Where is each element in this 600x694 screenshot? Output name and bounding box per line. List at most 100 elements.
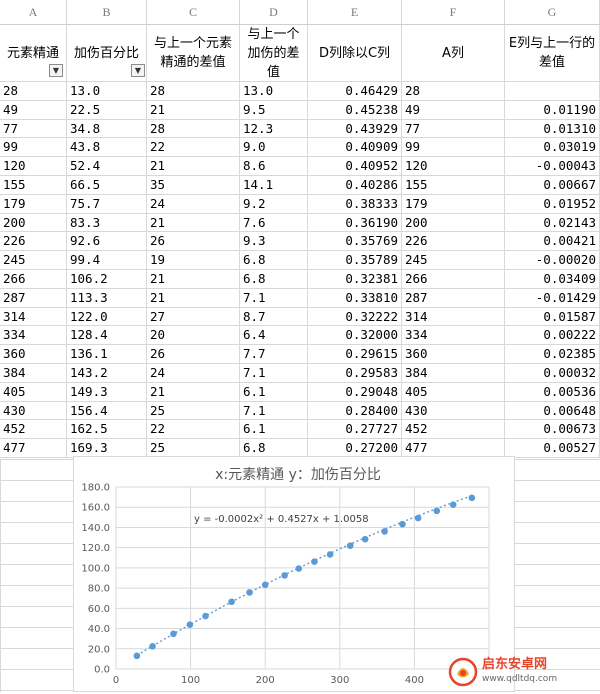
filter-dropdown-b-icon[interactable]: ▼ xyxy=(131,64,145,77)
table-cell[interactable]: 0.40909 xyxy=(308,138,402,158)
table-cell[interactable]: 179 xyxy=(0,194,67,214)
data-point[interactable] xyxy=(133,652,141,660)
data-point[interactable] xyxy=(381,528,388,535)
table-cell[interactable]: 0.00667 xyxy=(505,176,600,195)
table-cell[interactable]: 21 xyxy=(147,100,240,120)
table-cell[interactable]: 106.2 xyxy=(67,270,147,289)
table-cell[interactable]: 9.3 xyxy=(240,232,308,252)
table-cell[interactable]: 155 xyxy=(402,176,505,195)
table-cell[interactable]: 99 xyxy=(402,138,505,158)
table-cell[interactable]: 77 xyxy=(402,119,505,139)
table-cell[interactable]: 24 xyxy=(147,194,240,214)
data-point[interactable] xyxy=(449,501,457,508)
column-header-c[interactable]: C xyxy=(147,0,240,25)
table-cell[interactable]: 77 xyxy=(0,119,67,139)
table-cell[interactable]: 0.33810 xyxy=(308,288,402,308)
table-cell[interactable]: 0.00648 xyxy=(505,401,600,421)
table-cell[interactable]: 0.40286 xyxy=(308,176,402,195)
table-cell[interactable]: 0.35789 xyxy=(308,251,402,270)
data-point[interactable] xyxy=(311,558,318,565)
data-point[interactable] xyxy=(433,507,441,515)
table-cell[interactable]: -0.01429 xyxy=(505,288,600,308)
data-point[interactable] xyxy=(149,642,156,650)
table-cell[interactable]: 0.01587 xyxy=(505,307,600,327)
table-cell[interactable]: 0.46429 xyxy=(308,82,402,101)
table-cell[interactable]: 7.1 xyxy=(240,401,308,421)
table-cell[interactable]: 122.0 xyxy=(67,307,147,327)
table-cell[interactable]: 156.4 xyxy=(67,401,147,421)
table-cell[interactable]: 0.27727 xyxy=(308,420,402,440)
table-cell[interactable]: 0.28400 xyxy=(308,401,402,421)
table-cell[interactable]: 13.0 xyxy=(240,82,308,101)
table-cell[interactable]: 26 xyxy=(147,232,240,252)
column-header-f[interactable]: F xyxy=(402,0,505,25)
data-point[interactable] xyxy=(186,621,194,629)
table-cell[interactable]: 0.35769 xyxy=(308,232,402,252)
table-cell[interactable]: 384 xyxy=(0,364,67,383)
table-cell[interactable]: 27 xyxy=(147,307,240,327)
table-cell[interactable]: 99 xyxy=(0,138,67,158)
table-cell[interactable]: 52.4 xyxy=(67,157,147,176)
table-cell[interactable]: 0.03409 xyxy=(505,270,600,289)
data-point[interactable] xyxy=(170,630,177,638)
table-cell[interactable]: 8.6 xyxy=(240,157,308,176)
table-cell[interactable]: 28 xyxy=(147,82,240,101)
table-cell[interactable]: 226 xyxy=(402,232,505,252)
table-cell[interactable]: 334 xyxy=(402,326,505,346)
table-cell[interactable]: 314 xyxy=(402,307,505,327)
table-cell[interactable]: 21 xyxy=(147,288,240,308)
table-cell[interactable]: 22 xyxy=(147,420,240,440)
table-cell[interactable]: 162.5 xyxy=(67,420,147,440)
table-cell[interactable]: 200 xyxy=(402,213,505,233)
table-cell[interactable]: 0.29048 xyxy=(308,382,402,402)
header-cell-f[interactable]: A列 xyxy=(402,25,505,82)
table-cell[interactable]: 7.1 xyxy=(240,364,308,383)
table-cell[interactable]: 405 xyxy=(0,382,67,402)
table-cell[interactable]: 0.00536 xyxy=(505,382,600,402)
table-cell[interactable]: 0.27200 xyxy=(308,439,402,458)
data-point[interactable] xyxy=(399,520,406,528)
table-cell[interactable]: -0.00020 xyxy=(505,251,600,270)
data-point[interactable] xyxy=(246,589,253,596)
table-cell[interactable]: 19 xyxy=(147,251,240,270)
table-cell[interactable]: 6.8 xyxy=(240,270,308,289)
table-cell[interactable]: 0.29583 xyxy=(308,364,402,383)
table-cell[interactable]: 35 xyxy=(147,176,240,195)
data-point[interactable] xyxy=(295,565,303,572)
table-cell[interactable]: 49 xyxy=(402,100,505,120)
header-cell-d[interactable]: 与上一个加伤的差值 xyxy=(240,25,308,82)
table-cell[interactable]: 477 xyxy=(402,439,505,458)
table-cell[interactable]: 0.00673 xyxy=(505,420,600,440)
table-cell[interactable]: 7.6 xyxy=(240,213,308,233)
table-cell[interactable]: 26 xyxy=(147,345,240,364)
table-cell[interactable]: 8.7 xyxy=(240,307,308,327)
table-cell[interactable]: 0.02385 xyxy=(505,345,600,364)
table-cell[interactable]: 66.5 xyxy=(67,176,147,195)
data-point[interactable] xyxy=(261,581,269,589)
filter-dropdown-a-icon[interactable]: ▼ xyxy=(49,64,63,77)
table-cell[interactable]: 0.00527 xyxy=(505,439,600,458)
table-cell[interactable]: 9.2 xyxy=(240,194,308,214)
table-cell[interactable]: 9.5 xyxy=(240,100,308,120)
table-cell[interactable]: 83.3 xyxy=(67,213,147,233)
table-cell[interactable] xyxy=(505,82,600,101)
table-cell[interactable]: 179 xyxy=(402,194,505,214)
table-cell[interactable]: 113.3 xyxy=(67,288,147,308)
table-cell[interactable]: 226 xyxy=(0,232,67,252)
table-cell[interactable]: 0.40952 xyxy=(308,157,402,176)
table-cell[interactable]: 6.8 xyxy=(240,251,308,270)
table-cell[interactable]: 20 xyxy=(147,326,240,346)
table-cell[interactable]: 384 xyxy=(402,364,505,383)
column-header-d[interactable]: D xyxy=(240,0,308,25)
table-cell[interactable]: 28 xyxy=(147,119,240,139)
table-cell[interactable]: 149.3 xyxy=(67,382,147,402)
header-cell-e[interactable]: D列除以C列 xyxy=(308,25,402,82)
table-cell[interactable]: 99.4 xyxy=(67,251,147,270)
table-cell[interactable]: 143.2 xyxy=(67,364,147,383)
table-cell[interactable]: 22 xyxy=(147,138,240,158)
table-cell[interactable]: 360 xyxy=(0,345,67,364)
column-header-b[interactable]: B xyxy=(67,0,147,25)
table-cell[interactable]: 34.8 xyxy=(67,119,147,139)
data-point[interactable] xyxy=(228,598,235,606)
table-cell[interactable]: 245 xyxy=(402,251,505,270)
